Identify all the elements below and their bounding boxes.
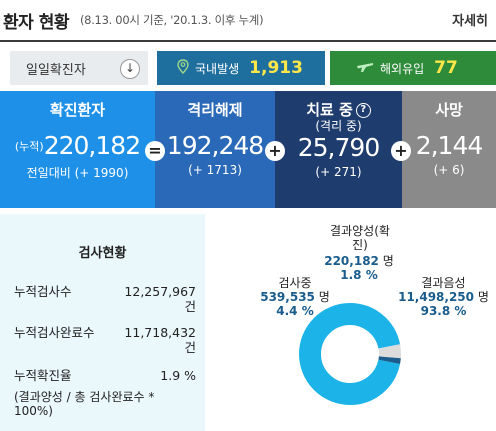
test-result-chart: 결과양성(확진) 220,182 명 1.8 % 검사중 539,535 명 4…	[205, 214, 496, 431]
positive-unit: 명	[382, 254, 394, 268]
cumulative-prefix: (누적)	[14, 140, 44, 153]
negative-label-block: 결과음성 11,498,250 명 93.8 %	[391, 276, 496, 318]
confirmed-card: 확진환자 (누적)220,182 전일대비 (+ 1990)	[0, 91, 155, 208]
deaths-value: 2,144	[415, 131, 484, 160]
daily-confirmed-label: 일일확진자	[26, 62, 86, 78]
confirmed-delta: 전일대비 (+ 1990)	[26, 166, 129, 180]
treating-title: 치료 중	[306, 101, 353, 119]
released-delta: (+ 1713)	[188, 163, 242, 177]
plus-icon: +	[391, 141, 411, 161]
detail-link[interactable]: 자세히	[452, 14, 488, 29]
domestic-label: 국내발생	[195, 61, 240, 76]
negative-percent: 93.8 %	[420, 304, 467, 318]
test-row-value: 11,718,432	[124, 325, 196, 340]
confirmed-value: 220,182	[43, 131, 141, 160]
stats-panel: 확진환자 (누적)220,182 전일대비 (+ 1990) 격리해제 192,…	[0, 91, 496, 208]
released-card: 격리해제 192,248 (+ 1713)	[155, 91, 275, 208]
header: 환자 현황 (8.13. 00시 기준, '20.1.3. 이후 누계) 자세히	[0, 0, 496, 42]
testing-percent: 4.4 %	[276, 304, 314, 318]
domestic-value: 1,913	[249, 58, 303, 78]
deaths-delta: (+ 6)	[433, 163, 465, 177]
negative-unit: 명	[477, 290, 489, 304]
donut-segment-testing	[299, 303, 401, 405]
testing-value: 539,535	[260, 290, 315, 304]
test-status-panel: 검사현황 누적검사수 12,257,967 건 누적검사완료수 11,718,43…	[0, 214, 205, 431]
deaths-title: 사망	[435, 101, 463, 119]
test-row-label: 누적검사완료수	[14, 325, 95, 340]
page-subtitle: (8.13. 00시 기준, '20.1.3. 이후 누계)	[80, 13, 264, 27]
negative-label: 결과음성	[421, 276, 466, 290]
test-row-label: 누적검사수	[14, 284, 72, 299]
released-title: 격리해제	[187, 101, 243, 119]
overseas-label: 해외유입	[380, 61, 425, 76]
treating-card: 치료 중? (격리 중) 25,790 (+ 271)	[275, 91, 402, 208]
donut-chart	[299, 303, 401, 405]
arrow-down-icon[interactable]: ↓	[120, 59, 140, 79]
test-row-value: 1.9 %	[160, 368, 196, 383]
treating-value: 25,790	[297, 133, 380, 162]
overseas-value: 77	[434, 58, 458, 78]
deaths-card: 사망 2,144 (+ 6)	[402, 91, 496, 208]
test-rate-note: (결과양성 / 총 검사완료수 * 100%)	[14, 390, 155, 418]
treating-delta: (+ 271)	[315, 165, 362, 179]
positive-value-line: 220,182 명 1.8 %	[313, 254, 405, 282]
bottom-panel: 검사현황 누적검사수 12,257,967 건 누적검사완료수 11,718,43…	[0, 214, 496, 431]
treating-subtitle: (격리 중)	[315, 119, 362, 133]
test-status-title: 검사현황	[78, 246, 127, 261]
positive-percent: 1.8 %	[340, 268, 378, 282]
donut-segment-negative	[299, 303, 401, 405]
testing-unit: 명	[318, 290, 330, 304]
domestic-box: 국내발생 1,913	[157, 51, 325, 85]
help-icon[interactable]: ?	[355, 103, 371, 118]
overseas-box: 해외유입 77	[330, 51, 496, 85]
location-pin-icon	[177, 58, 189, 78]
test-row-label: 누적확진율	[14, 368, 72, 383]
test-row-value: 12,257,967	[124, 284, 196, 299]
positive-label: 결과양성(확진)	[330, 224, 390, 252]
page-title: 환자 현황	[3, 13, 69, 33]
test-row-unit: 건	[184, 340, 196, 355]
header-divider	[0, 40, 496, 42]
daily-confirmed-bar: 일일확진자 ↓ 국내발생 1,913 해외유입 77	[0, 48, 496, 86]
positive-value: 220,182	[324, 254, 379, 268]
airplane-icon	[356, 59, 374, 77]
testing-label-block: 검사중 539,535 명 4.4 %	[245, 276, 345, 318]
negative-value: 11,498,250	[398, 290, 475, 304]
equals-icon: =	[145, 141, 165, 161]
plus-icon: +	[265, 141, 285, 161]
testing-label: 검사중	[278, 276, 312, 290]
confirmed-title: 확진환자	[49, 101, 106, 119]
released-value: 192,248	[166, 131, 264, 160]
test-row-unit: 건	[184, 299, 196, 314]
